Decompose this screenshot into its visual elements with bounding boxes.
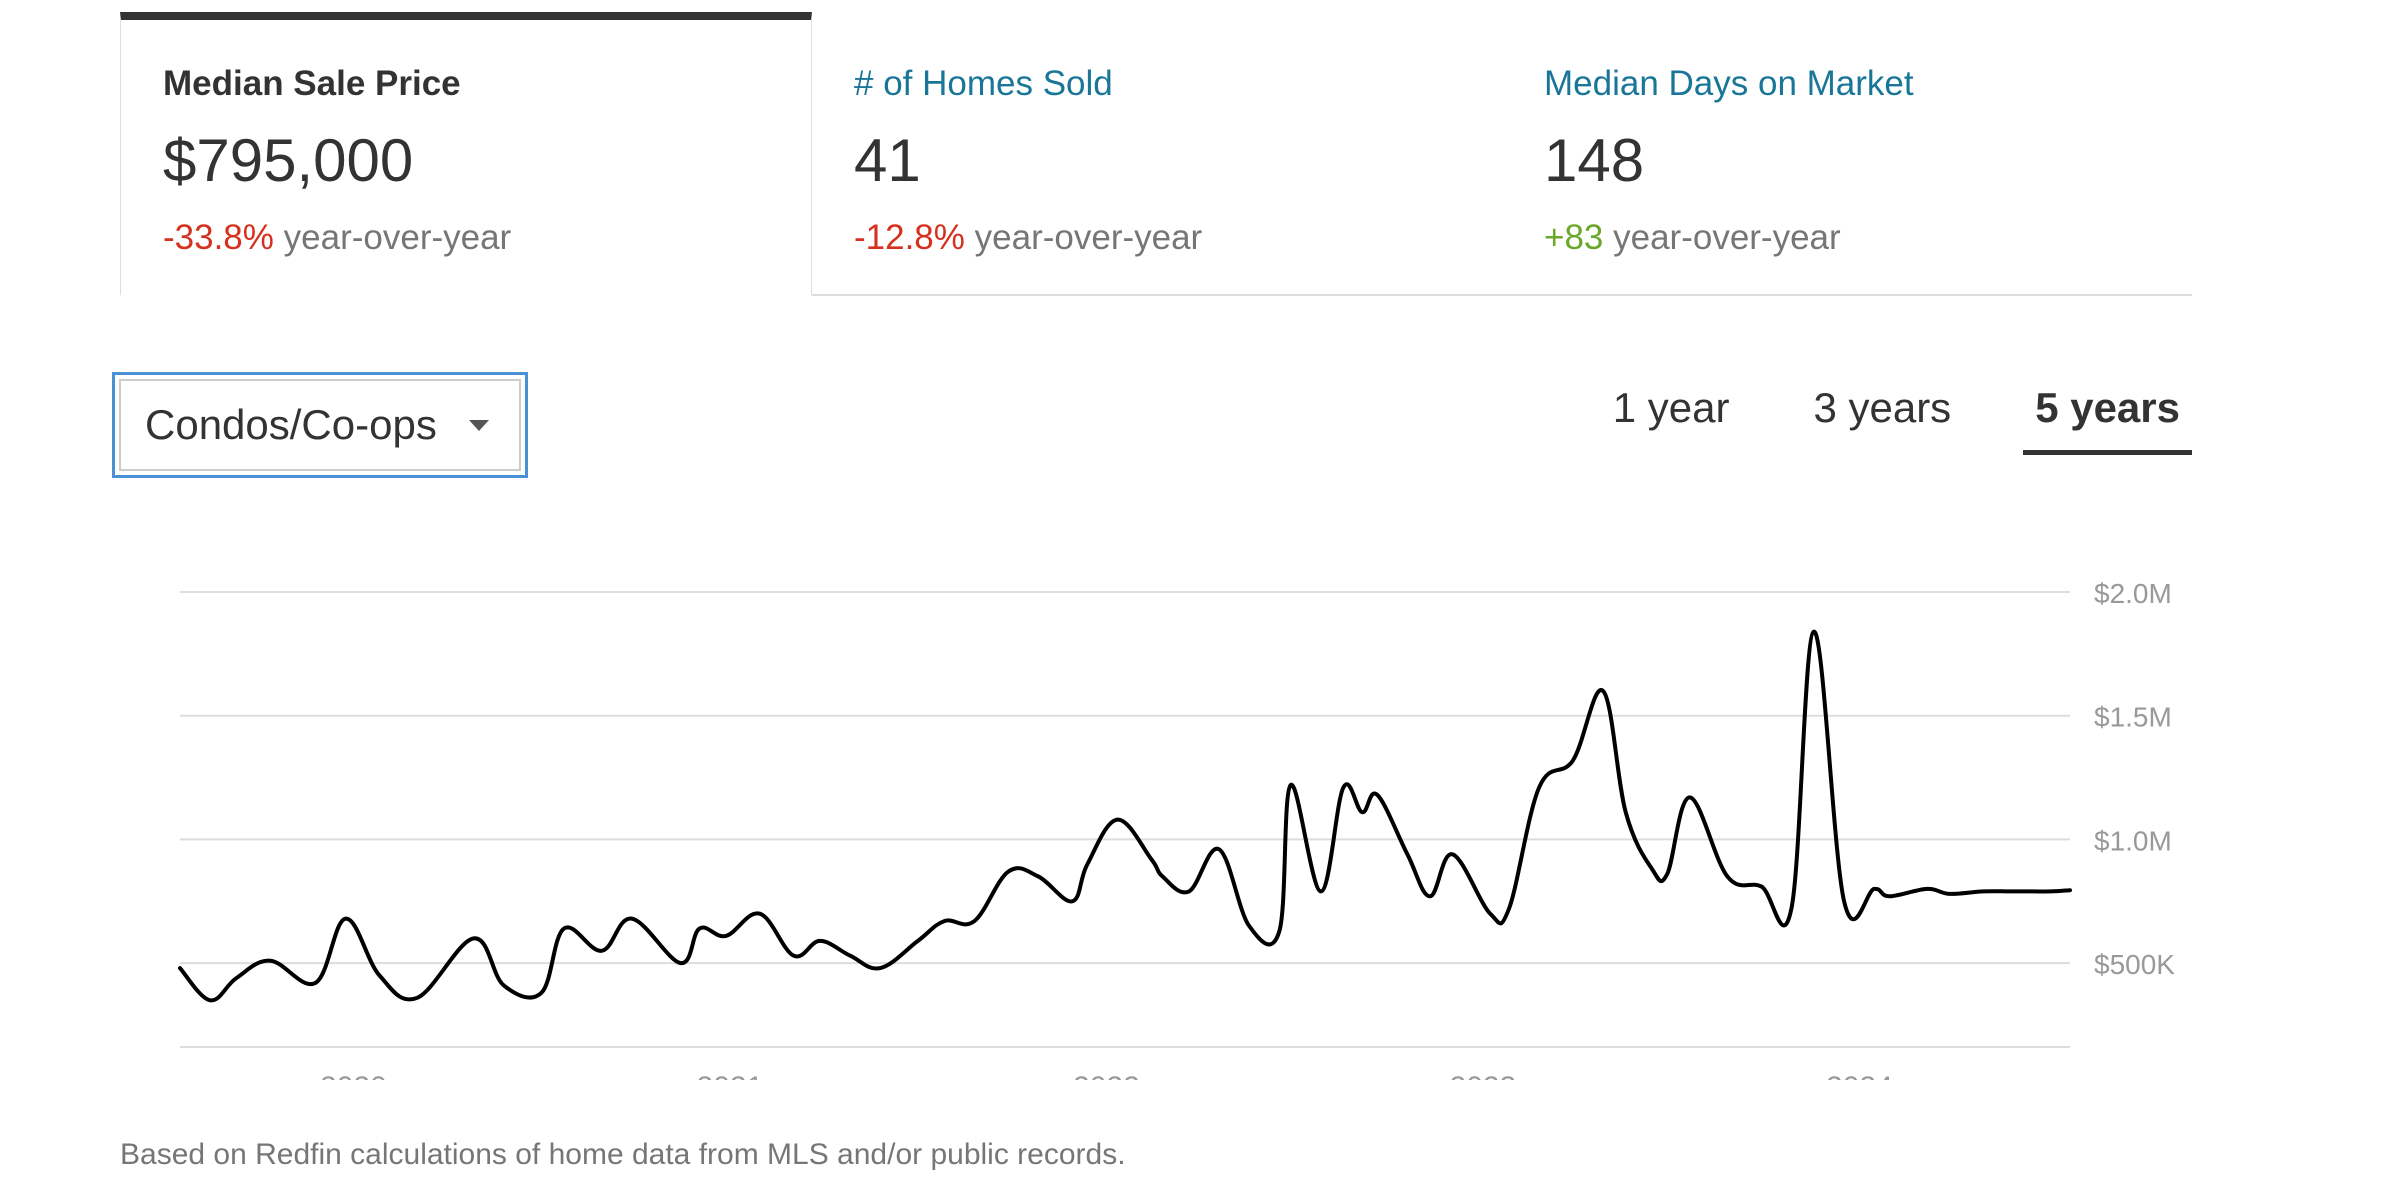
- stat-change-suffix: year-over-year: [283, 218, 512, 257]
- stat-value: $795,000: [163, 127, 414, 194]
- y-tick-label: $1.0M: [2094, 825, 2172, 856]
- stat-change-value: -12.8%: [854, 218, 965, 257]
- chart-x-axis: 2020 2021 2022 2023 2024: [320, 1071, 1893, 1080]
- chart-gridlines: [180, 591, 2070, 1048]
- chart-series: [178, 629, 2072, 1003]
- stat-change: -33.8% year-over-year: [163, 216, 811, 260]
- y-tick-label: $1.5M: [2094, 702, 2172, 733]
- stat-tab-median-sale-price[interactable]: Median Sale Price $795,000 -33.8% year-o…: [120, 12, 812, 296]
- stat-tab-median-days-on-market[interactable]: Median Days on Market 148 +83 year-over-…: [1502, 12, 2192, 296]
- stat-title: # of Homes Sold: [854, 64, 1113, 103]
- time-range-tabs: 1 year 3 years 5 years: [1601, 372, 2192, 455]
- property-type-label: Condos/Co-ops: [145, 401, 437, 448]
- y-tick-label: $2.0M: [2094, 578, 2172, 609]
- stat-change: +83 year-over-year: [1544, 216, 2192, 260]
- x-tick-label: 2020: [320, 1071, 387, 1080]
- x-tick-label: 2022: [1073, 1071, 1140, 1080]
- stat-value: 148: [1544, 127, 1645, 194]
- series-line-0: [178, 629, 2072, 1003]
- y-tick-label: $500K: [2094, 949, 2175, 980]
- stat-change: -12.8% year-over-year: [854, 216, 1502, 260]
- range-tab-3-years[interactable]: 3 years: [1813, 384, 1952, 431]
- stat-change-value: -33.8%: [163, 218, 274, 257]
- range-tab-1-year[interactable]: 1 year: [1612, 384, 1730, 431]
- stat-title: Median Days on Market: [1544, 64, 1914, 103]
- x-tick-label: 2023: [1450, 1071, 1517, 1080]
- stat-change-suffix: year-over-year: [974, 218, 1203, 257]
- chart-y-axis: $500K $1.0M $1.5M $2.0M: [2094, 578, 2175, 980]
- data-source-footnote: Based on Redfin calculations of home dat…: [120, 1138, 1126, 1171]
- stat-change-suffix: year-over-year: [1613, 218, 1841, 257]
- stat-title: Median Sale Price: [163, 64, 461, 103]
- property-type-dropdown-inner: Condos/Co-ops: [119, 379, 521, 471]
- stat-value: 41: [854, 127, 921, 194]
- stat-tab-homes-sold[interactable]: # of Homes Sold 41 -12.8% year-over-year: [812, 12, 1502, 296]
- median-sale-price-chart: $500K$1.0M$1.5M$2.0M 2020202120222023202…: [178, 578, 2175, 1080]
- stat-change-value: +83: [1544, 218, 1604, 257]
- range-tab-5-years[interactable]: 5 years: [2023, 372, 2192, 455]
- x-tick-label: 2024: [1826, 1071, 1893, 1080]
- property-type-dropdown[interactable]: Condos/Co-ops: [112, 372, 528, 478]
- caret-down-icon: [468, 419, 489, 431]
- stat-tabs: Median Sale Price $795,000 -33.8% year-o…: [120, 12, 2192, 296]
- x-tick-label: 2021: [697, 1071, 764, 1080]
